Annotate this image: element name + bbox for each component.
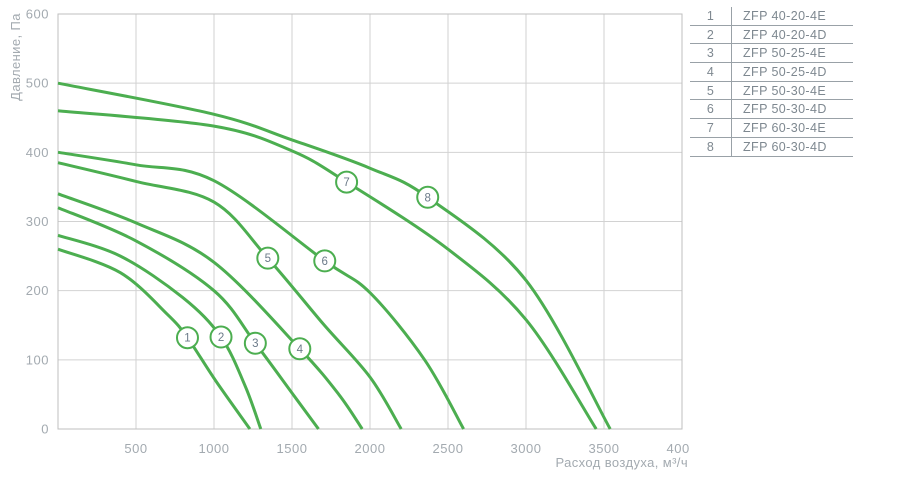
x-axis-title: Расход воздуха, м³/ч [555,455,688,470]
curve-label-circle [313,249,337,273]
pressure-flow-chart: 1 2 3 4 5 6 7 8 0 100 200 300 400 500 600 500 1000 1500 20… [26,7,690,457]
y-tick-label: 100 [26,352,49,367]
legend-row-model-name: ZFP 50-25-4D [731,63,853,81]
curve-label-number: 7 [343,177,349,189]
curve-label-number: 4 [297,344,304,356]
legend-row: 1 ZFP 40-20-4E [690,7,853,26]
curve-4 [57,192,364,430]
legend-row-model-name: ZFP 60-30-4E [731,119,853,137]
curve-label-circle [416,185,440,209]
curve-label-circle [175,326,199,350]
x-tick-label: 1500 [277,441,308,456]
legend-row: 7 ZFP 60-30-4E [690,119,853,138]
curve-label-number: 8 [425,192,431,204]
legend-row: 4 ZFP 50-25-4D [690,63,853,82]
curve-label-circle [209,325,233,349]
plot-border [57,13,683,430]
legend-row-number: 7 [706,120,715,135]
curve-label-number: 3 [252,338,258,350]
curve-label-1: 1 [175,326,199,350]
y-tick-label: 500 [26,76,49,91]
curve-label-8: 8 [416,185,440,209]
legend-row-number: 6 [706,102,715,117]
legend-row-model-name: ZFP 50-30-4D [731,100,853,119]
x-tick-label: 3500 [589,441,620,456]
x-tick-label: 2000 [355,441,386,456]
legend-row: 8 ZFP 60-30-4D [690,137,853,157]
curve-5 [57,161,403,430]
legend-row: 2 ZFP 40-20-4D [690,25,853,45]
curve-label-2: 2 [209,325,233,349]
x-tick-label: 1000 [199,441,230,456]
y-tick-label: 400 [26,145,49,160]
legend-row-model-name: ZFP 40-20-4E [731,7,853,25]
y-tick-label: 0 [41,422,49,437]
legend-row-number: 1 [706,8,715,23]
curve-label-7: 7 [335,170,359,194]
y-tick-label: 300 [26,214,49,229]
curve-label-4: 4 [288,337,312,361]
legend-row: 6 ZFP 50-30-4D [690,100,853,120]
y-axis-title: Давление, Па [8,13,23,101]
legend-table: 1 ZFP 40-20-4E 2 ZFP 40-20-4D 3 ZFP 50-25-4E 4… [690,7,853,157]
legend-row: 5 ZFP 50-30-4E [690,81,853,101]
y-tick-label: 200 [26,283,49,298]
curve-label-circle [335,170,359,194]
curve-8 [57,81,612,430]
legend-row-model-name: ZFP 60-30-4D [731,137,853,156]
curve-label-number: 6 [322,256,328,268]
curve-3 [57,206,320,430]
y-tick-label: 600 [26,7,49,22]
curve-label-circle [243,331,267,355]
curve-label-5: 5 [256,246,280,270]
curve-label-circle [256,246,280,270]
axis-tick-labels: 0 100 200 300 400 500 600 500 1000 1500 2000 2500 30… [26,7,690,457]
x-tick-label: 3000 [511,441,542,456]
legend-row: 3 ZFP 50-25-4E [690,44,853,64]
legend-row-number: 5 [706,83,715,98]
legend-row-number: 2 [706,27,715,42]
legend-row-model-name: ZFP 50-25-4E [731,44,853,63]
x-tick-label: 500 [124,441,147,456]
chart-grid [57,13,683,430]
curve-label-3: 3 [243,331,267,355]
legend-row-model-name: ZFP 40-20-4D [731,25,853,44]
curve-label-6: 6 [313,249,337,273]
legend-row-number: 3 [706,46,715,61]
curve-label-circle [288,337,312,361]
curve-2 [57,233,263,430]
curve-1 [57,247,252,430]
fan-curves [57,81,612,430]
x-tick-label: 4000 [667,441,690,456]
curve-label-number: 2 [218,332,224,344]
curve-label-number: 5 [265,253,271,265]
legend-row-number: 8 [706,139,715,154]
x-tick-label: 2500 [433,441,464,456]
legend-row-model-name: ZFP 50-30-4E [731,81,853,100]
curve-label-number: 1 [184,333,190,345]
legend-row-number: 4 [706,64,715,79]
